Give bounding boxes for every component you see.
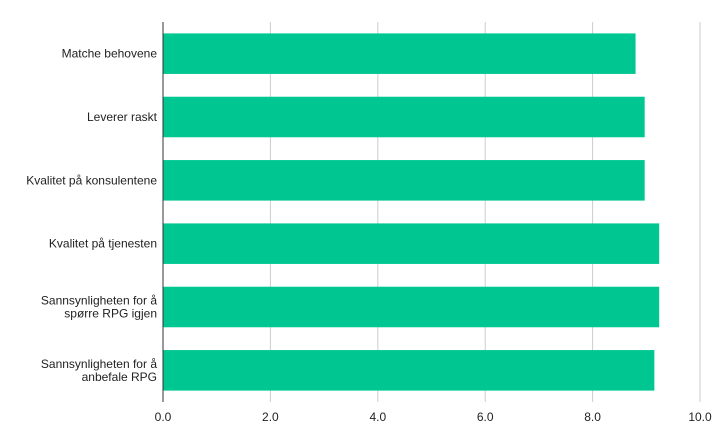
category-label: Kvalitet på konsulentene — [26, 173, 157, 187]
category-label: Sannsynligheten for å — [41, 357, 157, 371]
bar — [163, 160, 645, 201]
bar — [163, 96, 645, 138]
x-tick-label: 10.0 — [688, 410, 712, 424]
category-label: anbefale RPG — [82, 370, 157, 384]
x-tick-label: 4.0 — [369, 410, 386, 424]
gridlines — [269, 22, 701, 402]
x-tick-label: 2.0 — [262, 410, 279, 424]
bars — [163, 33, 660, 391]
bar — [163, 350, 655, 391]
bar — [163, 33, 636, 74]
category-label: Kvalitet på tjenesten — [49, 237, 157, 251]
category-label: Sannsynligheten for å — [41, 294, 157, 308]
bar — [163, 286, 660, 328]
category-label: spørre RPG igjen — [64, 307, 157, 321]
x-tick-label: 0.0 — [155, 410, 172, 424]
category-labels: Matche behovene Leverer raskt Kvalitet på … — [26, 47, 157, 384]
x-tick-labels: 0.0 2.0 4.0 6.0 8.0 10.0 — [155, 410, 712, 424]
category-label: Leverer raskt — [87, 110, 158, 124]
category-label: Matche behovene — [62, 47, 158, 61]
x-tick-label: 8.0 — [584, 410, 601, 424]
bar — [163, 223, 660, 264]
x-tick-label: 6.0 — [477, 410, 494, 424]
